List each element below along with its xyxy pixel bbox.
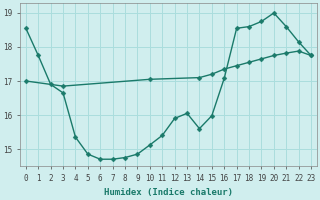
X-axis label: Humidex (Indice chaleur): Humidex (Indice chaleur) [104,188,233,197]
